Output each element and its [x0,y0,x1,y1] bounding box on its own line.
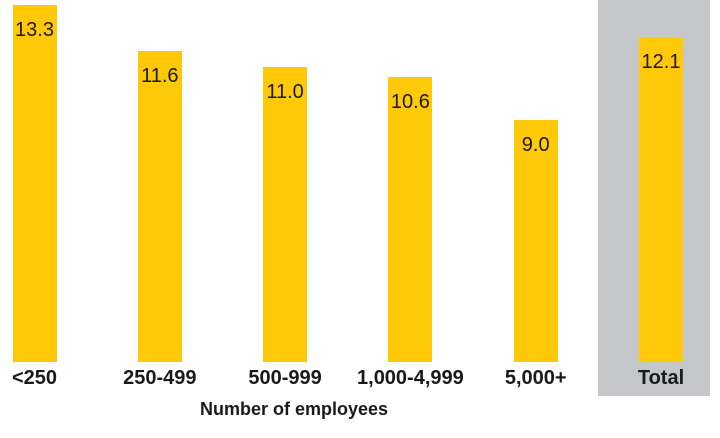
bar-value-label: 9.0 [521,134,550,156]
bar-1: 11.6 [137,51,182,362]
bar-2: 11.0 [263,67,308,362]
bar-value-label: 12.1 [641,51,681,73]
bar-3: 10.6 [388,77,433,362]
bar-0: 13.3 [12,5,57,362]
bar-value-label: 13.3 [15,19,54,41]
category-label: 5,000+ [504,367,567,389]
x-axis-title: Number of employees [199,399,389,419]
bar-4: 9.0 [513,120,558,362]
category-label: Total [637,367,685,389]
category-label: <250 [11,367,58,389]
category-label: 1,000-4,999 [357,367,464,389]
bar-value-label: 11.6 [141,65,179,87]
bar-value-label: 11.0 [266,81,304,103]
category-label: 500-999 [248,367,322,389]
bar-5: 12.1 [639,37,683,362]
bar-value-label: 10.6 [390,91,430,113]
category-label: 250-499 [123,367,197,389]
